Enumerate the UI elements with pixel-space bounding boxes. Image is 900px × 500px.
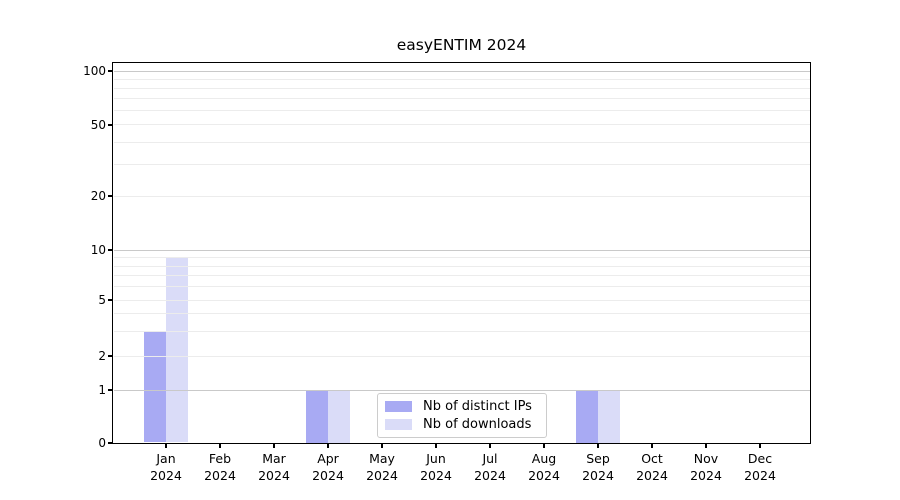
x-tick bbox=[273, 444, 275, 448]
x-tick-label-line: 2024 bbox=[528, 468, 560, 483]
x-tick bbox=[165, 444, 167, 448]
gridline-minor bbox=[114, 195, 810, 197]
chart-title: easyENTIM 2024 bbox=[396, 36, 527, 54]
legend: Nb of distinct IPs Nb of downloads bbox=[377, 393, 547, 438]
x-tick-label: Oct 2024 bbox=[625, 450, 679, 484]
x-tick-label: Feb 2024 bbox=[193, 450, 247, 484]
legend-item-distinct-ips: Nb of distinct IPs bbox=[385, 399, 539, 414]
x-tick bbox=[327, 444, 329, 448]
x-tick-label-line: Oct bbox=[641, 451, 663, 466]
gridline-major bbox=[114, 249, 810, 251]
x-tick-label-line: Nov bbox=[693, 451, 719, 466]
gridline-minor bbox=[114, 355, 810, 357]
gridline-minor bbox=[114, 286, 810, 288]
y-tick-label: 50 bbox=[90, 117, 106, 132]
gridline-minor bbox=[114, 330, 810, 332]
x-tick-label-line: Mar bbox=[262, 451, 286, 466]
bar-downloads bbox=[598, 390, 620, 443]
x-tick-label: Aug 2024 bbox=[517, 450, 571, 484]
bar-distinct-ips bbox=[576, 390, 598, 443]
gridline-minor bbox=[114, 313, 810, 315]
gridline-minor bbox=[114, 275, 810, 277]
bar-distinct-ips bbox=[306, 390, 328, 443]
x-tick bbox=[543, 444, 545, 448]
bar-downloads bbox=[166, 257, 188, 443]
x-tick-label: Jan 2024 bbox=[139, 450, 193, 484]
gridline-major bbox=[114, 70, 810, 72]
y-tick-label: 0 bbox=[98, 436, 106, 450]
y-tick bbox=[108, 70, 112, 72]
x-tick-label: Jul 2024 bbox=[463, 450, 517, 484]
x-tick-label-line: 2024 bbox=[150, 468, 182, 483]
gridline-minor bbox=[114, 124, 810, 126]
gridline-minor bbox=[114, 141, 810, 143]
x-tick-label-line: Aug bbox=[531, 451, 557, 466]
x-tick bbox=[381, 444, 383, 448]
gridline-minor bbox=[114, 78, 810, 80]
y-tick bbox=[108, 389, 112, 391]
x-tick bbox=[435, 444, 437, 448]
x-tick bbox=[597, 444, 599, 448]
x-tick-label-line: 2024 bbox=[420, 468, 452, 483]
x-tick-label-line: Sep bbox=[586, 451, 610, 466]
y-tick-label: 5 bbox=[98, 293, 106, 307]
y-tick bbox=[108, 355, 112, 357]
y-tick bbox=[108, 442, 112, 444]
y-tick-label: 100 bbox=[83, 64, 106, 78]
legend-label-downloads: Nb of downloads bbox=[423, 417, 532, 432]
x-tick-label-line: 2024 bbox=[474, 468, 506, 483]
x-tick-label: Apr 2024 bbox=[301, 450, 355, 484]
y-tick-label: 2 bbox=[98, 349, 106, 363]
x-tick-label-line: 2024 bbox=[744, 468, 776, 483]
x-tick-label-line: 2024 bbox=[582, 468, 614, 483]
x-tick-label-line: Jul bbox=[482, 451, 498, 466]
gridline-minor bbox=[114, 98, 810, 100]
x-tick-label-line: May bbox=[369, 451, 395, 466]
x-tick-label-line: Dec bbox=[747, 451, 773, 466]
x-tick-label-line: 2024 bbox=[204, 468, 236, 483]
x-tick-label: May 2024 bbox=[355, 450, 409, 484]
y-tick-label: 1 bbox=[98, 383, 106, 397]
x-tick-label-line: 2024 bbox=[636, 468, 668, 483]
y-tick bbox=[108, 299, 112, 301]
legend-swatch-downloads-icon bbox=[385, 419, 412, 430]
gridline-minor bbox=[114, 299, 810, 301]
y-tick bbox=[108, 124, 112, 126]
x-tick-label-line: Apr bbox=[317, 451, 339, 466]
x-tick-label: Nov 2024 bbox=[679, 450, 733, 484]
x-tick-label-line: 2024 bbox=[312, 468, 344, 483]
x-tick-label: Mar 2024 bbox=[247, 450, 301, 484]
x-tick-label: Sep 2024 bbox=[571, 450, 625, 484]
x-tick-label-line: Jan bbox=[156, 451, 176, 466]
x-tick-label-line: 2024 bbox=[258, 468, 290, 483]
legend-swatch-distinct-ips-icon bbox=[385, 401, 412, 412]
plot-area bbox=[112, 62, 811, 444]
gridline-minor bbox=[114, 164, 810, 166]
gridline-minor bbox=[114, 257, 810, 259]
gridline-minor bbox=[114, 265, 810, 267]
y-tick bbox=[108, 249, 112, 251]
y-tick bbox=[108, 195, 112, 197]
x-tick-label-line: 2024 bbox=[366, 468, 398, 483]
x-tick-label-line: Feb bbox=[208, 451, 232, 466]
x-tick-label: Dec 2024 bbox=[733, 450, 787, 484]
x-tick bbox=[489, 444, 491, 448]
gridline-minor bbox=[114, 87, 810, 89]
bar-distinct-ips bbox=[144, 331, 166, 443]
y-tick-label: 20 bbox=[90, 189, 106, 204]
x-tick-label-line: 2024 bbox=[690, 468, 722, 483]
x-tick bbox=[219, 444, 221, 448]
x-tick-label: Jun 2024 bbox=[409, 450, 463, 484]
legend-label-distinct-ips: Nb of distinct IPs bbox=[423, 399, 532, 414]
y-tick-label: 10 bbox=[90, 243, 106, 257]
gridline-major bbox=[114, 389, 810, 391]
x-tick-label-line: Jun bbox=[426, 451, 446, 466]
legend-item-downloads: Nb of downloads bbox=[385, 417, 539, 432]
x-tick bbox=[705, 444, 707, 448]
bar-downloads bbox=[328, 390, 350, 443]
gridline-minor bbox=[114, 110, 810, 112]
x-tick bbox=[759, 444, 761, 448]
x-tick bbox=[651, 444, 653, 448]
